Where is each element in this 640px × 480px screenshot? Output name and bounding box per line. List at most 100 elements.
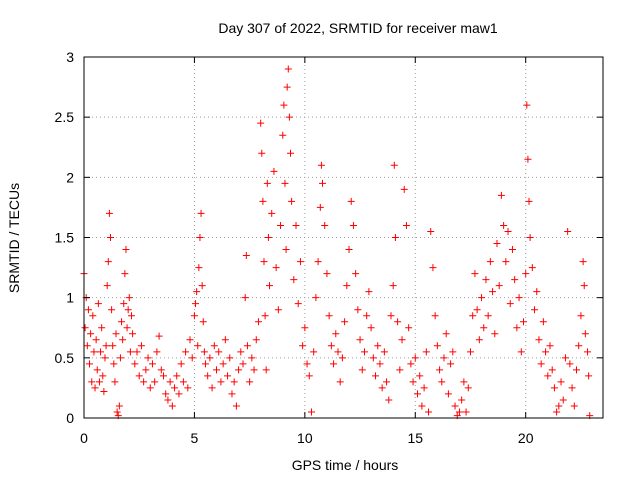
data-point [303, 360, 311, 368]
data-point [394, 318, 402, 326]
data-point [553, 408, 561, 416]
data-point [93, 366, 101, 374]
data-point [243, 342, 251, 350]
data-point [491, 330, 499, 338]
data-point [160, 372, 168, 380]
data-point [548, 366, 556, 374]
data-point [444, 390, 452, 398]
data-point [314, 258, 322, 266]
data-point [264, 234, 272, 241]
data-point [390, 161, 398, 169]
data-point [155, 332, 163, 340]
data-point [475, 336, 483, 344]
data-point [478, 294, 486, 302]
data-point [462, 408, 470, 416]
data-point [241, 294, 249, 302]
data-point [451, 402, 459, 410]
data-point [283, 83, 291, 91]
data-point [511, 276, 519, 284]
chart-title: Day 307 of 2022, SRMTID for receiver maw… [218, 20, 498, 36]
x-axis-ticks: 0 5 10 15 20 [80, 57, 534, 446]
data-point [175, 390, 183, 398]
data-point [168, 402, 176, 410]
data-point [126, 348, 134, 356]
data-point [127, 312, 135, 320]
data-point [166, 378, 174, 386]
data-point [431, 312, 439, 320]
data-point [217, 378, 225, 386]
x-tick-label: 0 [80, 430, 88, 446]
data-point [524, 155, 532, 163]
data-point [508, 246, 516, 254]
data-point [221, 336, 229, 344]
data-point [115, 402, 123, 410]
data-point [413, 390, 421, 398]
data-point [258, 149, 266, 157]
data-point [416, 372, 424, 380]
data-point [480, 324, 488, 332]
y-axis-label: SRMTID / TECUs [6, 183, 22, 293]
data-point [365, 288, 373, 296]
data-point [519, 318, 527, 326]
data-point [427, 227, 435, 235]
data-point [190, 312, 198, 320]
data-point [274, 306, 282, 314]
data-point [123, 324, 131, 332]
data-point [405, 324, 413, 332]
data-point [246, 378, 254, 386]
data-point [281, 179, 289, 187]
data-point [129, 330, 137, 338]
data-point [356, 336, 364, 344]
data-point [83, 342, 91, 350]
data-point [226, 354, 234, 362]
data-point [580, 282, 588, 290]
data-point [173, 372, 181, 380]
data-point [585, 372, 593, 380]
data-point [195, 264, 203, 272]
data-point [104, 258, 112, 266]
data-point [219, 360, 227, 368]
data-point [259, 197, 267, 205]
data-point [570, 402, 578, 410]
data-point [92, 336, 100, 344]
data-point [433, 342, 441, 350]
data-point [184, 384, 192, 392]
data-points [80, 65, 594, 420]
data-point [108, 306, 116, 314]
data-point [142, 366, 150, 374]
data-point [460, 378, 468, 386]
data-point [409, 378, 417, 386]
data-point [327, 342, 335, 350]
x-tick-label: 20 [518, 430, 534, 446]
data-point [343, 282, 351, 290]
data-point [455, 408, 463, 416]
data-point [535, 336, 543, 344]
data-point [380, 348, 388, 356]
data-point [260, 258, 268, 266]
data-point [325, 312, 333, 320]
data-point [239, 360, 247, 368]
data-point [358, 366, 366, 374]
data-point [84, 306, 92, 314]
data-point [89, 312, 97, 320]
data-point [336, 378, 344, 386]
data-point [575, 342, 583, 350]
data-point [270, 167, 278, 175]
data-point [224, 372, 232, 380]
data-point [347, 197, 355, 205]
data-point [237, 348, 245, 356]
data-point [420, 384, 428, 392]
data-point [109, 342, 117, 350]
data-point [146, 384, 154, 392]
data-point [193, 288, 201, 296]
data-point [121, 270, 129, 278]
data-point [177, 360, 185, 368]
data-point [272, 264, 280, 272]
data-point [282, 246, 290, 254]
data-point [531, 306, 539, 314]
x-axis-label: GPS time / hours [292, 457, 399, 473]
data-point [133, 348, 141, 356]
data-point [513, 324, 521, 332]
data-point [100, 388, 108, 396]
